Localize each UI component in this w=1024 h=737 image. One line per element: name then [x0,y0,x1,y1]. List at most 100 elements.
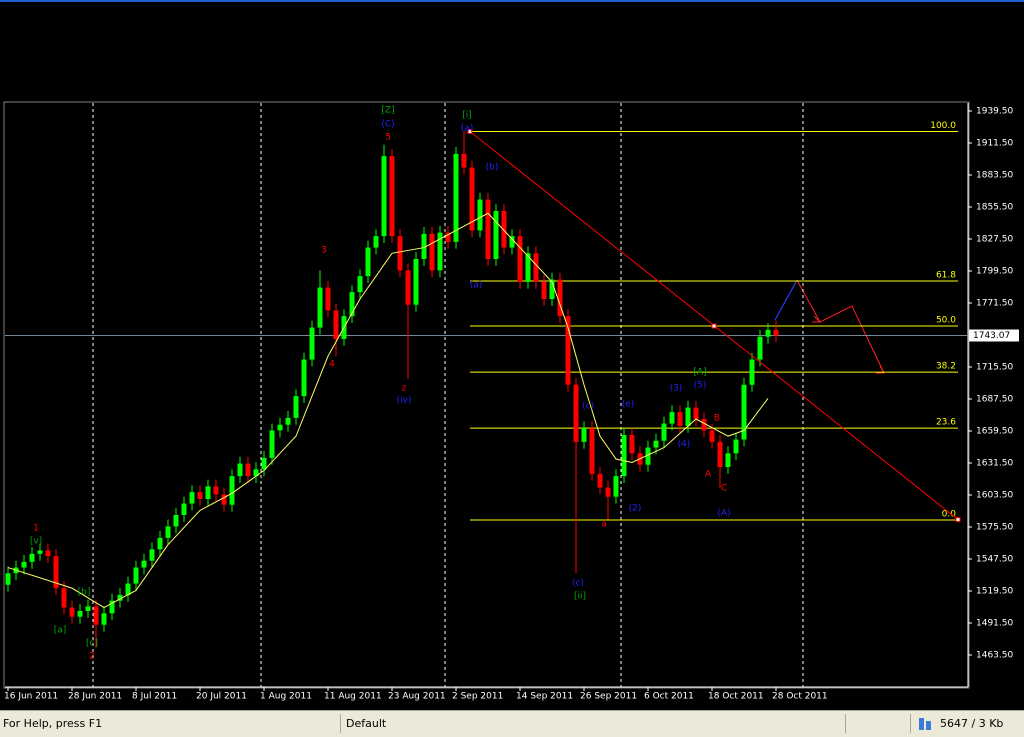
candle-body [309,327,315,360]
fib-label: 100.0 [930,121,956,131]
candle-body [749,359,755,385]
candle-body [693,407,699,419]
candle-body [597,473,603,488]
candle-body [117,595,123,601]
candle-body [141,560,147,568]
candle-body [61,588,67,608]
wave-label: (4) [678,440,691,450]
wave-label: (c) [572,579,584,589]
candle-body [213,486,219,495]
candle-body [429,233,435,271]
candle-body [525,253,531,282]
candle-body [605,487,611,497]
candle-body [277,424,283,431]
fib-label: 38.2 [936,362,956,372]
candle-body [261,457,267,470]
candle-body [149,549,155,561]
wave-label: [ii] [574,592,586,602]
candle-body [421,233,427,259]
y-tick-label: 1603.50 [976,491,1013,501]
anchor-point [955,517,961,523]
candle-body [541,281,547,299]
candle-body [133,567,139,584]
candle-body [69,607,75,617]
candle-body [205,486,211,499]
candle-body [629,435,635,454]
x-tick-label: 6 Oct 2011 [644,692,694,702]
candle-body [685,407,691,426]
x-tick-label: 28 Jun 2011 [68,692,122,702]
candle-body [285,417,291,425]
x-tick-label: 2 Sep 2011 [452,692,503,702]
candle-body [493,211,499,259]
candle-body [773,329,779,336]
candle-body [317,287,323,328]
candle-body [461,153,467,168]
y-tick-label: 1855.50 [976,203,1013,213]
y-tick-label: 1547.50 [976,555,1013,565]
candle-body [301,359,307,397]
candle-body [581,428,587,442]
candle-body [445,232,451,242]
candle-body [469,167,475,231]
candle-body [565,316,571,385]
candle-body [221,494,227,505]
candle-body [621,435,627,477]
y-tick-label: 1659.50 [976,427,1013,437]
anchor-point [711,323,717,329]
status-traffic: 5647 / 3 Kb [940,717,1004,730]
candle-body [21,561,27,568]
wave-label: (iv) [397,396,412,406]
x-tick-label: 28 Oct 2011 [772,692,828,702]
arrow-head [812,315,822,323]
candle-body [677,412,683,426]
y-tick-label: 1911.50 [976,139,1013,149]
fib-label: 0.0 [942,510,957,520]
y-tick-label: 1631.50 [976,459,1013,469]
candle-body [197,492,203,499]
status-profile: Default [346,717,387,730]
wave-label: 3 [321,246,327,256]
candle-body [373,236,379,248]
wave-label: 5 [385,133,391,143]
candle-body [573,384,579,442]
candle-body [701,419,707,431]
candle-body [37,550,43,554]
plot-frame [3,101,970,689]
y-tick-label: 1463.50 [976,651,1013,661]
candle-body [173,515,179,527]
y-tick-label: 1883.50 [976,171,1013,181]
candle-body [413,259,419,305]
wave-label: B [714,414,720,424]
y-tick-label: 1519.50 [976,587,1013,597]
wave-label: (a) [470,281,483,291]
wave-label: C [721,484,727,494]
moving-average [7,212,769,609]
candle-body [269,430,275,458]
candle-body [669,412,675,424]
x-tick-label: 1 Aug 2011 [260,692,312,702]
wave-label: (a) [461,124,474,134]
candle-body [237,463,243,477]
candle-body [181,503,187,515]
y-tick-label: 1491.50 [976,619,1013,629]
candle-body [101,613,107,625]
wave-label: [c] [86,639,98,649]
wave-label: (b) [486,163,499,173]
x-tick-label: 8 Jul 2011 [132,692,177,702]
wave-label: A [705,470,712,480]
window-edge [0,0,1024,2]
x-tick-label: 26 Sep 2011 [580,692,637,702]
candle-body [533,253,539,282]
projection-up [774,279,798,321]
candle-body [517,236,523,282]
candle-body [109,600,115,614]
y-tick-label: 1575.50 [976,523,1013,533]
wave-label: 4 [329,360,335,370]
y-tick-label: 1799.50 [976,267,1013,277]
x-tick-label: 11 Aug 2011 [324,692,382,702]
candle-body [733,439,739,454]
fib-label: 61.8 [936,271,956,281]
candle-body [653,440,659,448]
